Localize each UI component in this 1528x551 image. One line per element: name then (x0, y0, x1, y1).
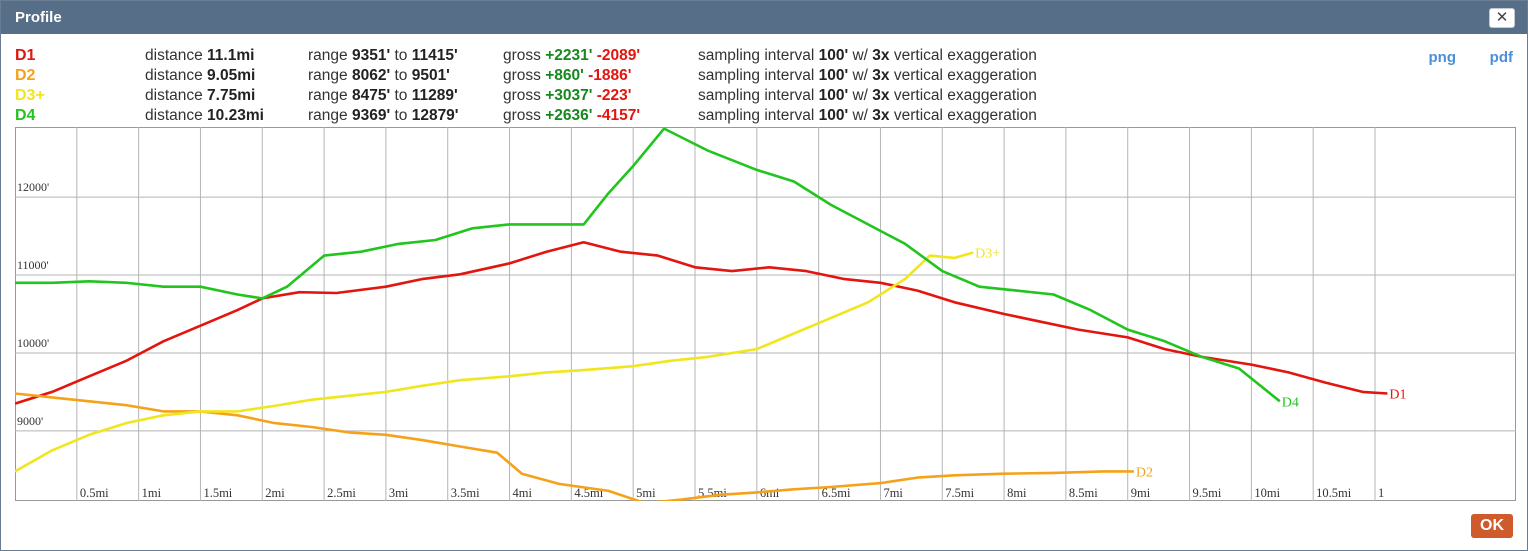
sampling: sampling interval 100' w/ 3x vertical ex… (698, 47, 1037, 64)
x-tick-label: 9.5mi (1193, 486, 1222, 500)
track-name: D3+ (15, 87, 45, 104)
x-tick-label: 10.5mi (1316, 486, 1352, 500)
series-label: D2 (1136, 465, 1153, 480)
gross: gross +860' -1886' (503, 67, 632, 84)
series-label: D3+ (975, 247, 1000, 262)
summary-row-d2: D2 distance 9.05mi range 8062' to 9501' … (1, 67, 1101, 87)
plot-frame (15, 127, 1516, 501)
range: range 9351' to 11415' (308, 47, 458, 64)
sampling: sampling interval 100' w/ 3x vertical ex… (698, 107, 1037, 124)
gross: gross +2231' -2089' (503, 47, 641, 64)
x-tick-label: 2mi (265, 486, 285, 500)
track-name: D1 (15, 47, 36, 64)
range: range 8475' to 11289' (308, 87, 458, 104)
title-bar[interactable]: Profile ✕ (1, 1, 1527, 34)
summary-row-d4: D4 distance 10.23mi range 9369' to 12879… (1, 107, 1101, 127)
y-tick-label: 10000' (17, 336, 49, 350)
track-name: D4 (15, 107, 36, 124)
x-tick-label: 0.5mi (80, 486, 109, 500)
elevation-chart[interactable]: 9000' 10000' 11000' 12000' 0.5mi 1mi 1.5mi 2mi 2… (14, 127, 1516, 505)
pdf-export-link[interactable]: pdf (1489, 49, 1513, 66)
x-tick-label: 6.5mi (822, 486, 851, 500)
track-name: D2 (15, 67, 36, 84)
x-tick-label: 8.5mi (1069, 486, 1098, 500)
close-button[interactable]: ✕ (1489, 8, 1515, 28)
x-tick-label: 10mi (1254, 486, 1280, 500)
ok-button[interactable]: OK (1471, 514, 1513, 538)
distance: distance 7.75mi (145, 87, 256, 104)
x-tick-label: 8mi (1007, 486, 1027, 500)
x-tick-label: 1mi (142, 486, 162, 500)
x-tick-label: 5mi (636, 486, 656, 500)
range: range 9369' to 12879' (308, 107, 459, 124)
y-tick-label: 12000' (17, 180, 49, 194)
series-label: D4 (1282, 395, 1299, 410)
gross: gross +3037' -223' (503, 87, 632, 104)
y-tick-label: 9000' (17, 414, 43, 428)
series-line-d4 (15, 127, 1281, 403)
x-tick-label: 7mi (883, 486, 903, 500)
y-tick-label: 11000' (17, 258, 49, 272)
gross: gross +2636' -4157' (503, 107, 641, 124)
x-tick-label: 3.5mi (451, 486, 480, 500)
x-tick-label: 9mi (1131, 486, 1151, 500)
png-export-link[interactable]: png (1428, 49, 1457, 66)
summary-row-d1: D1 distance 11.1mi range 9351' to 11415'… (1, 47, 1101, 67)
dialog-title: Profile (15, 9, 62, 26)
sampling: sampling interval 100' w/ 3x vertical ex… (698, 67, 1037, 84)
elevation-chart-svg: 9000' 10000' 11000' 12000' 0.5mi 1mi 1.5mi 2mi 2… (14, 127, 1516, 505)
x-tick-label: 4mi (513, 486, 533, 500)
x-tick-label: 1.5mi (203, 486, 232, 500)
range: range 8062' to 9501' (308, 67, 450, 84)
summary-row-d3: D3+ distance 7.75mi range 8475' to 11289… (1, 87, 1101, 107)
x-tick-label: 2.5mi (327, 486, 356, 500)
sampling: sampling interval 100' w/ 3x vertical ex… (698, 87, 1037, 104)
distance: distance 11.1mi (145, 47, 255, 64)
x-tick-label: 6mi (760, 486, 780, 500)
distance: distance 10.23mi (145, 107, 264, 124)
series-line-d1 (14, 241, 1388, 405)
distance: distance 9.05mi (145, 67, 256, 84)
series-line-d3 (14, 251, 974, 473)
x-tick-label: 1 (1378, 486, 1384, 500)
x-tick-label: 3mi (389, 486, 409, 500)
x-tick-label: 7.5mi (945, 486, 974, 500)
series-label: D1 (1389, 387, 1406, 402)
